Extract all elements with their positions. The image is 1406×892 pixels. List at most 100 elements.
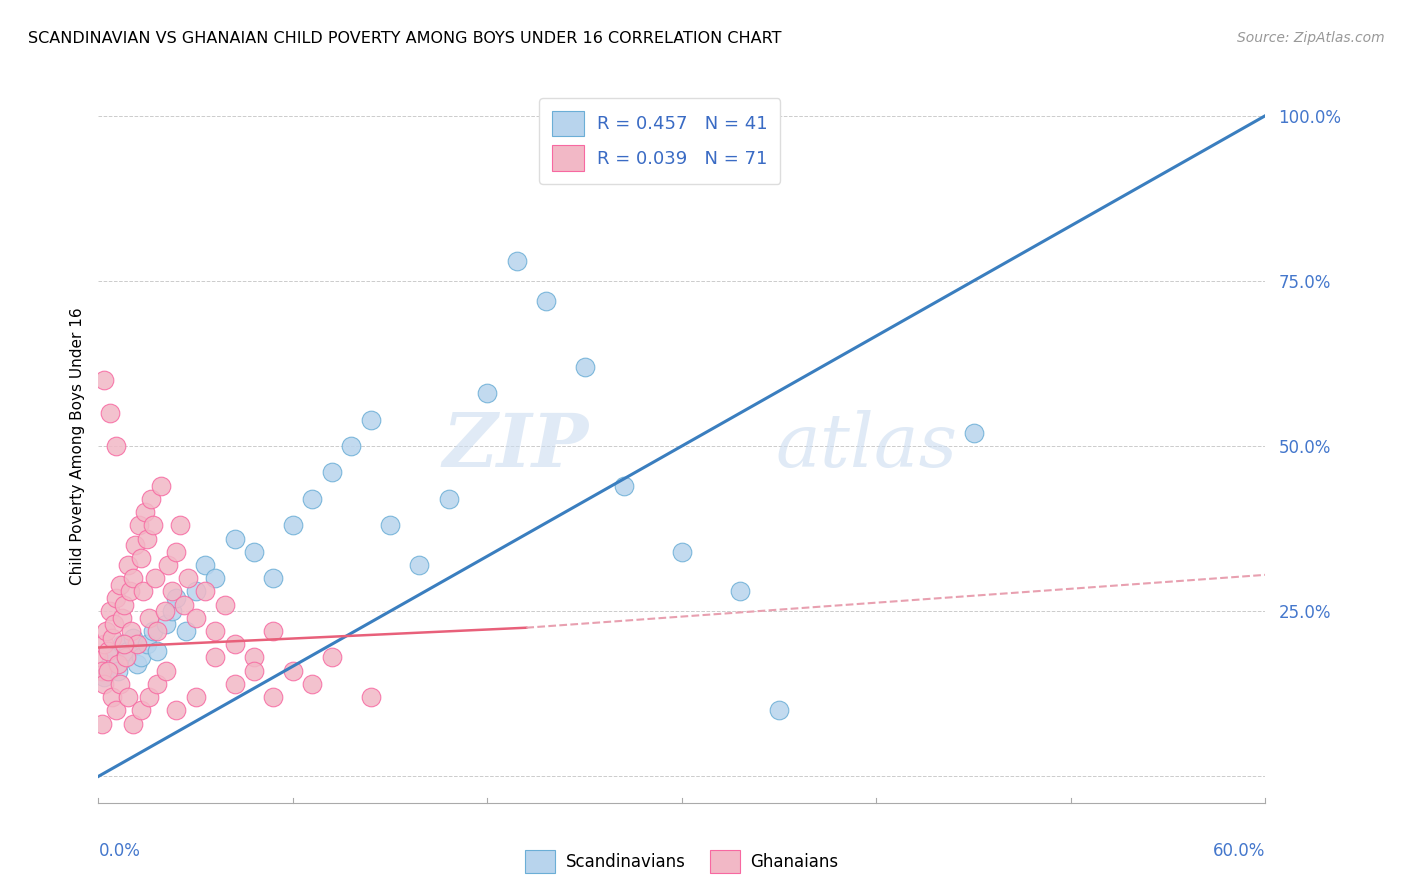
Point [87,650,110,665]
Point [360,412,382,426]
Point [194,584,217,599]
Point [111,611,134,625]
Point [136,532,159,546]
Point [224,532,246,546]
Point [301,491,323,506]
Point [91,664,114,678]
Point [117,558,139,572]
Legend: Scandinavians, Ghanaians: Scandinavians, Ghanaians [519,843,845,880]
Point [204,650,226,665]
Point [142,518,165,533]
Point [157,558,180,572]
Point [101,631,124,645]
Point [155,617,177,632]
Point [321,650,343,665]
Point [118,584,141,599]
Point [134,505,156,519]
Point [281,518,304,533]
Point [129,551,152,566]
Point [117,690,139,704]
Text: atlas: atlas [775,409,957,483]
Point [117,644,139,658]
Point [96,624,118,638]
Point [262,690,284,704]
Point [103,617,125,632]
Point [204,624,226,638]
Point [98,657,121,671]
Point [93,670,115,684]
Point [129,650,152,665]
Point [124,538,146,552]
Point [378,518,402,533]
Point [340,439,363,453]
Point [184,584,207,599]
Point [107,657,129,671]
Point [146,677,169,691]
Point [603,161,626,176]
Point [574,359,596,374]
Point [138,611,160,625]
Point [142,624,165,638]
Point [162,604,184,618]
Point [139,491,162,506]
Point [243,650,266,665]
Text: ZIP: ZIP [443,409,589,483]
Point [114,650,136,665]
Point [962,425,984,440]
Point [165,545,187,559]
Point [165,591,187,605]
Point [262,624,284,638]
Point [612,478,634,492]
Point [173,598,195,612]
Point [97,664,120,678]
Point [321,466,343,480]
Point [408,558,430,572]
Point [122,716,145,731]
Point [91,716,114,731]
Point [214,598,236,612]
Point [93,637,115,651]
Point [768,703,790,717]
Point [194,558,217,572]
Point [174,624,197,638]
Point [98,604,121,618]
Point [138,690,160,704]
Point [146,644,169,658]
Point [104,591,127,605]
Point [204,571,226,585]
Point [281,664,304,678]
Point [224,677,246,691]
Point [671,545,693,559]
Point [93,677,115,691]
Point [360,690,382,704]
Point [534,293,557,308]
Point [477,386,499,401]
Point [177,571,200,585]
Point [112,598,135,612]
Point [108,677,131,691]
Point [243,545,266,559]
Point [104,439,127,453]
Point [127,637,149,651]
Point [143,571,166,585]
Point [184,611,207,625]
Point [122,631,145,645]
Text: Source: ZipAtlas.com: Source: ZipAtlas.com [1237,31,1385,45]
Point [121,624,143,638]
Point [136,637,159,651]
Text: 60.0%: 60.0% [1213,842,1265,861]
Point [224,637,246,651]
Point [184,690,207,704]
Point [132,584,155,599]
Point [262,571,284,585]
Point [98,406,121,420]
Point [111,637,134,651]
Point [103,650,125,665]
Point [104,703,127,717]
Point [153,604,176,618]
Text: 0.0%: 0.0% [98,842,141,861]
Point [146,624,169,638]
Text: SCANDINAVIAN VS GHANAIAN CHILD POVERTY AMONG BOYS UNDER 16 CORRELATION CHART: SCANDINAVIAN VS GHANAIAN CHILD POVERTY A… [28,31,782,46]
Y-axis label: Child Poverty Among Boys Under 16: Child Poverty Among Boys Under 16 [69,307,84,585]
Point [169,518,191,533]
